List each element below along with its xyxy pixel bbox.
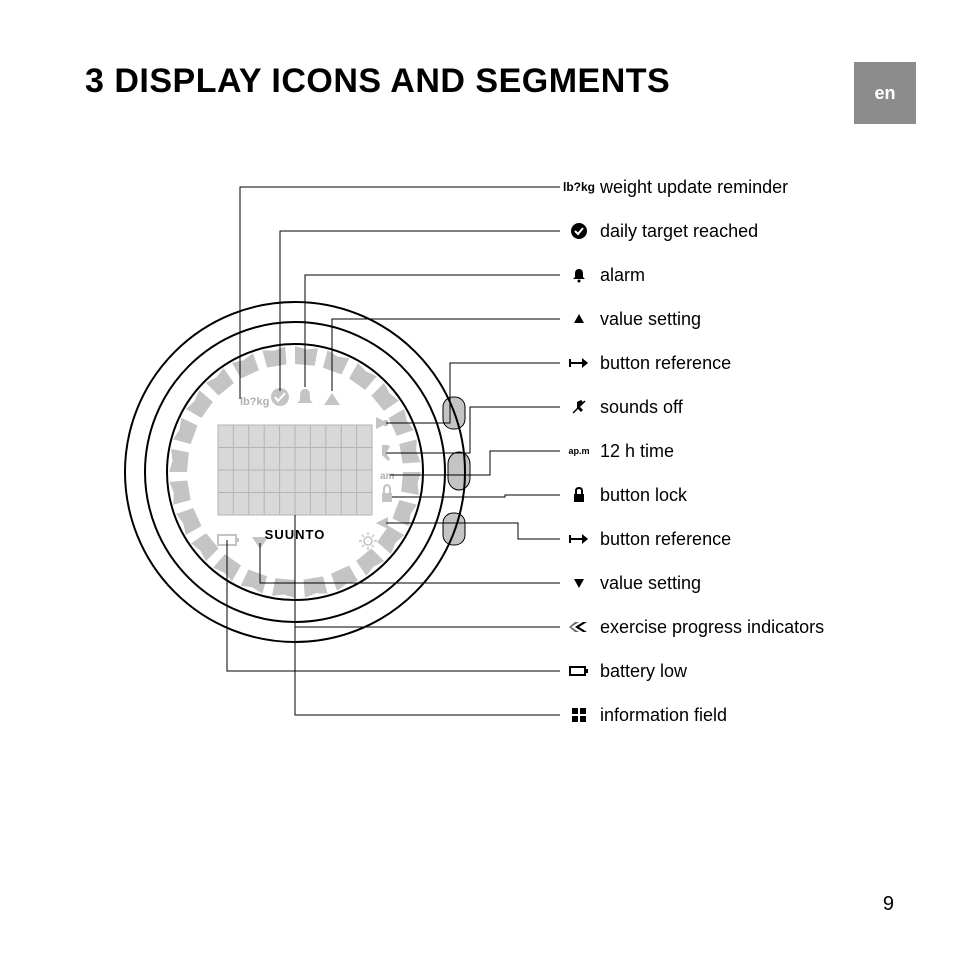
battery-icon — [560, 665, 598, 677]
page-title: 3 DISPLAY ICONS AND SEGMENTS — [85, 62, 670, 101]
legend-row: value setting — [560, 561, 824, 605]
legend-row: information field — [560, 693, 824, 737]
diagram: lb?kg weight update reminder daily targe… — [60, 155, 910, 805]
language-tab: en — [854, 62, 916, 124]
legend-row: button lock — [560, 473, 824, 517]
legend-label: weight update reminder — [600, 177, 788, 198]
lock-icon — [560, 487, 598, 503]
legend-label: battery low — [600, 661, 687, 682]
chevrons-icon — [560, 620, 598, 634]
legend-row: lb?kg weight update reminder — [560, 165, 824, 209]
legend-row: button reference — [560, 517, 824, 561]
legend-label: alarm — [600, 265, 645, 286]
page-number: 9 — [883, 893, 894, 916]
face-ampm-label: am — [380, 471, 395, 482]
weight-icon: lb?kg — [560, 180, 598, 194]
legend-label: button reference — [600, 529, 731, 550]
legend-label: 12 h time — [600, 441, 674, 462]
legend-label: value setting — [600, 573, 701, 594]
legend-row: sounds off — [560, 385, 824, 429]
legend-row: value setting — [560, 297, 824, 341]
triangle-down-icon — [560, 576, 598, 590]
check-icon — [560, 222, 598, 240]
legend-list: lb?kg weight update reminder daily targe… — [560, 165, 824, 737]
ampm-icon: ap.m — [560, 446, 598, 456]
legend-row: button reference — [560, 341, 824, 385]
legend-label: daily target reached — [600, 221, 758, 242]
legend-label: button reference — [600, 353, 731, 374]
bell-icon — [560, 267, 598, 283]
brand-label: SUUNTO — [265, 527, 326, 542]
watch-illustration: lb?kg am SUUNTO — [110, 287, 480, 657]
arrow-right-icon — [560, 532, 598, 546]
face-weight-label: lb?kg — [240, 396, 269, 408]
legend-label: value setting — [600, 309, 701, 330]
grid-icon — [560, 707, 598, 723]
legend-row: exercise progress indicators — [560, 605, 824, 649]
legend-row: ap.m 12 h time — [560, 429, 824, 473]
legend-row: battery low — [560, 649, 824, 693]
legend-label: sounds off — [600, 397, 683, 418]
legend-label: exercise progress indicators — [600, 617, 824, 638]
arrow-right-icon — [560, 356, 598, 370]
legend-row: daily target reached — [560, 209, 824, 253]
triangle-up-icon — [560, 312, 598, 326]
legend-label: button lock — [600, 485, 687, 506]
legend-label: information field — [600, 705, 727, 726]
legend-row: alarm — [560, 253, 824, 297]
sound-off-icon — [560, 399, 598, 415]
